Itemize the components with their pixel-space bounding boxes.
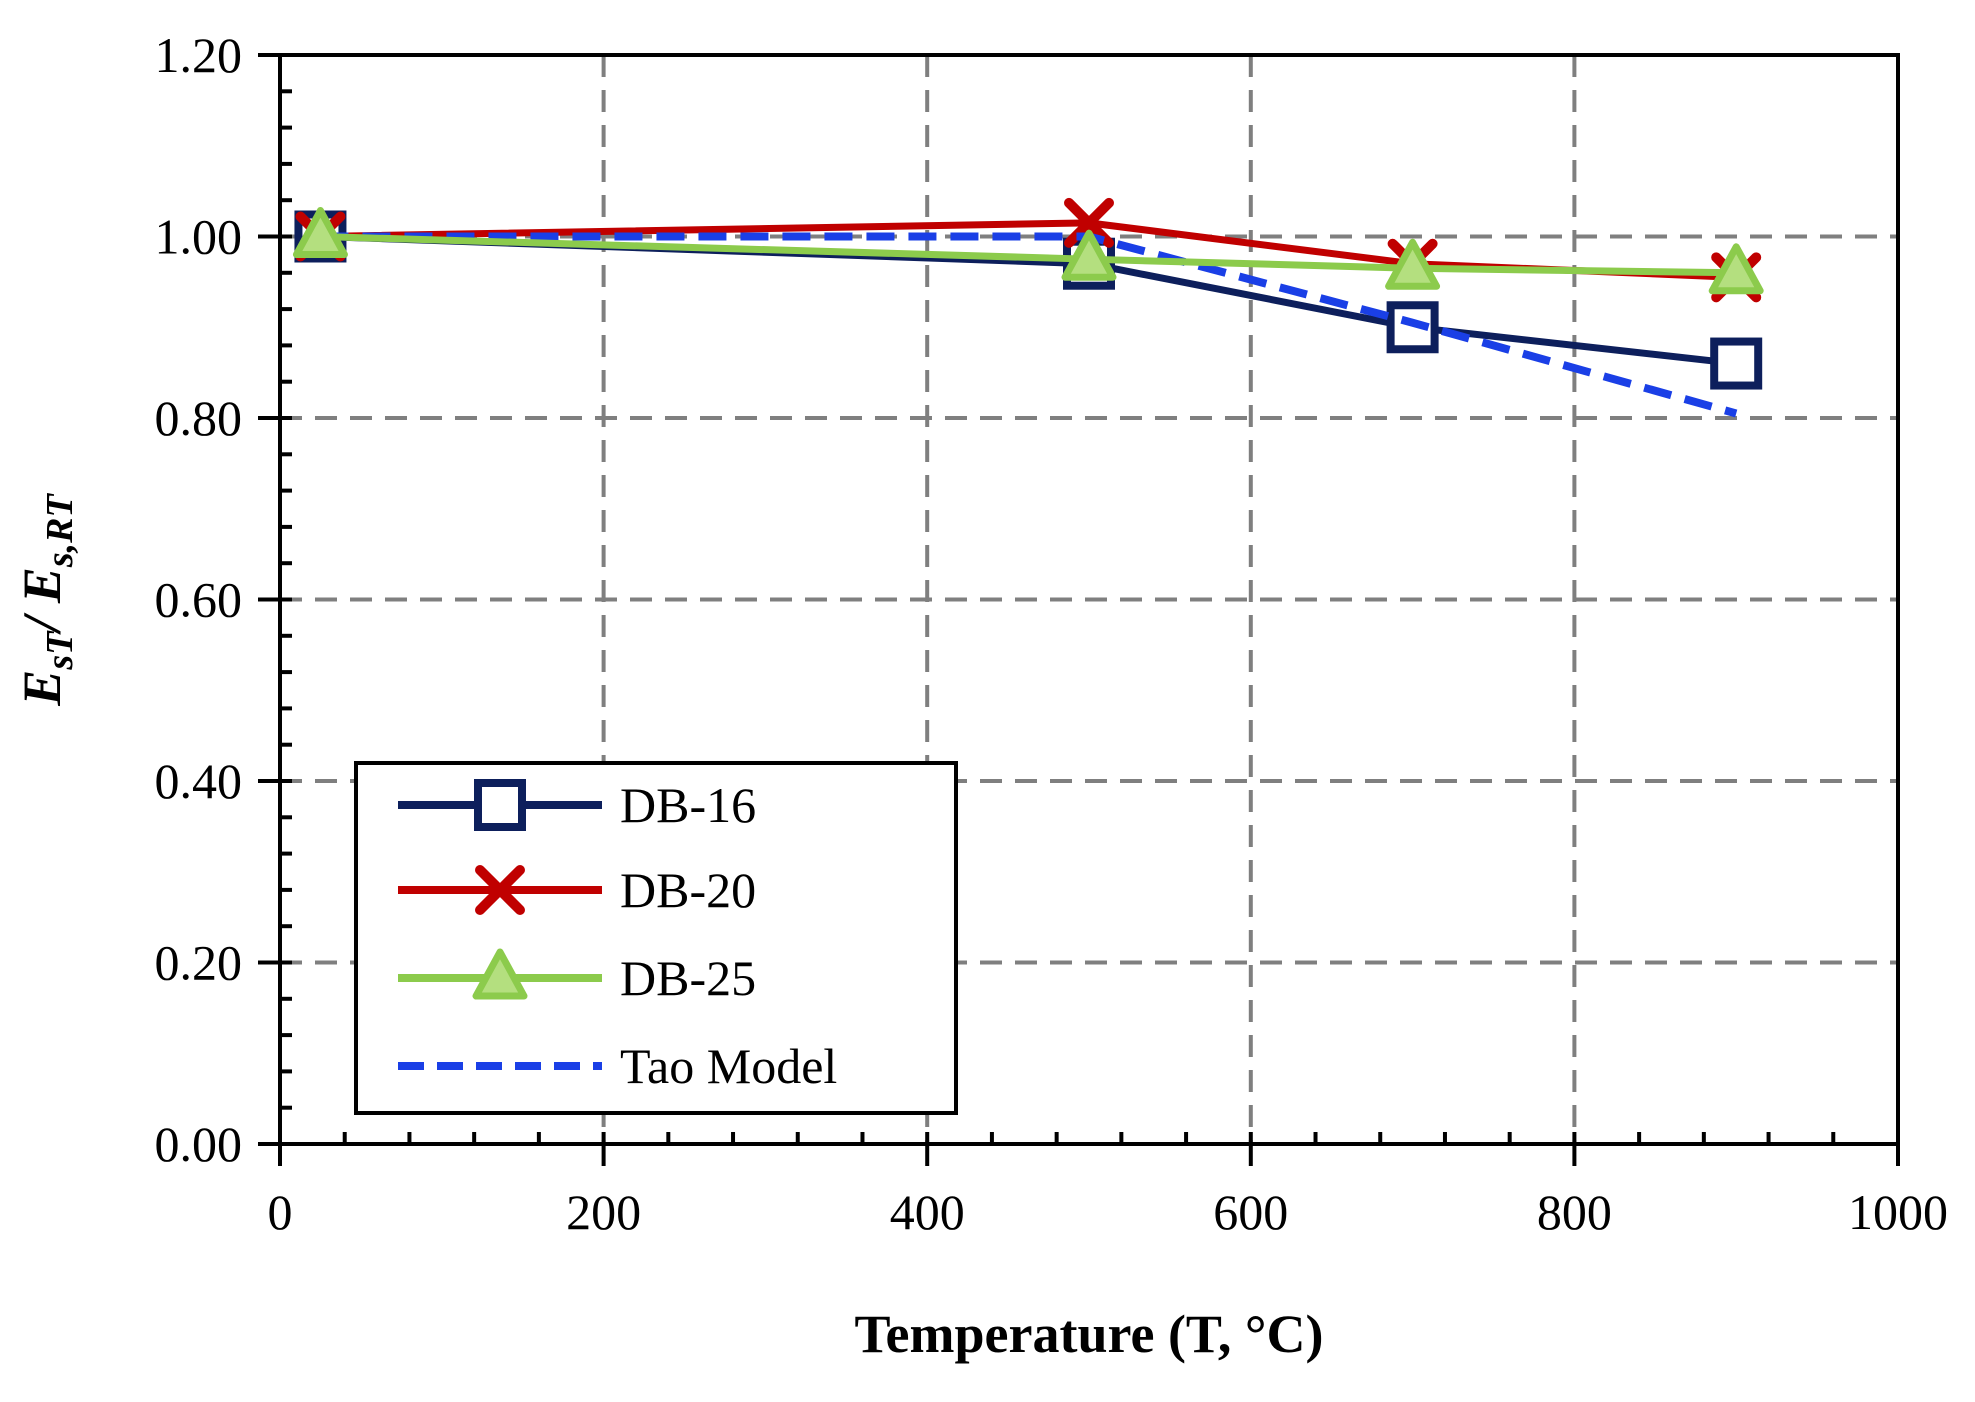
legend-box: [354, 761, 958, 1115]
x-tick-label: 800: [1537, 1184, 1612, 1240]
data-point-db-20-stroke-b: [1064, 197, 1114, 248]
x-tick-label: 0: [268, 1184, 293, 1240]
data-point-db-25: [1385, 238, 1441, 290]
x-tick-label: 400: [890, 1184, 965, 1240]
series-layer: [292, 197, 1764, 418]
data-point-db-16: [1710, 337, 1763, 390]
y-tick-label: 1.00: [155, 209, 243, 265]
legend-marker-db-25: [472, 948, 528, 1000]
y-tick-label: 0.20: [155, 935, 243, 991]
legend-marker-db-20-stroke-b: [475, 865, 525, 915]
legend-item-db-16: DB-16: [398, 777, 756, 833]
y-axis-title-main: E: [12, 670, 72, 707]
x-tick-label: 600: [1213, 1184, 1288, 1240]
x-tick-label: 200: [566, 1184, 641, 1240]
data-point-db-25: [1061, 229, 1117, 281]
series-line-tao-model: [320, 232, 1738, 418]
legend-item-tao-model: Tao Model: [398, 1038, 837, 1094]
x-tick-label: 1000: [1848, 1184, 1948, 1240]
y-tick-label: 0.00: [155, 1116, 243, 1172]
legend-label-db-16: DB-16: [620, 777, 756, 833]
series-db-25: [292, 207, 1764, 295]
y-tick-label: 0.80: [155, 390, 243, 446]
data-point-db-25: [1708, 243, 1764, 295]
y-axis-title-sub1: sT: [39, 630, 81, 671]
legend-label-tao-model: Tao Model: [620, 1038, 837, 1094]
legend: DB-16 DB-20 DB-25 Tao Model: [354, 761, 958, 1115]
legend-item-db-20: DB-20: [398, 862, 756, 918]
data-point-db-25: [292, 207, 348, 258]
x-axis-title: Temperature (T, °C): [854, 1304, 1323, 1364]
y-tick-label: 0.60: [155, 572, 243, 628]
series-line-db-25: [320, 233, 1737, 277]
series-tao-model: [320, 232, 1738, 418]
series-db-20: [295, 197, 1762, 303]
legend-marker-db-20: [475, 865, 525, 915]
tick-labels: 0.00 0.20 0.40 0.60 0.80 1.00 1.20 0 200 400 600 80…: [155, 27, 1949, 1240]
y-tick-label: 1.20: [155, 27, 243, 83]
legend-label-db-25: DB-25: [620, 950, 756, 1006]
y-axis-title: EsT/ Es,RT: [12, 493, 81, 707]
y-tick-label: 0.40: [155, 753, 243, 809]
legend-entries: DB-16 DB-20 DB-25 Tao Model: [398, 777, 837, 1094]
legend-item-db-25: DB-25: [398, 948, 756, 1006]
legend-marker-db-16: [474, 779, 526, 831]
axis-ticks: [258, 53, 1900, 1166]
legend-label-db-20: DB-20: [620, 862, 756, 918]
y-axis-title-sub2: s,RT: [39, 493, 81, 569]
y-axis-title-slash: / E: [12, 567, 72, 636]
